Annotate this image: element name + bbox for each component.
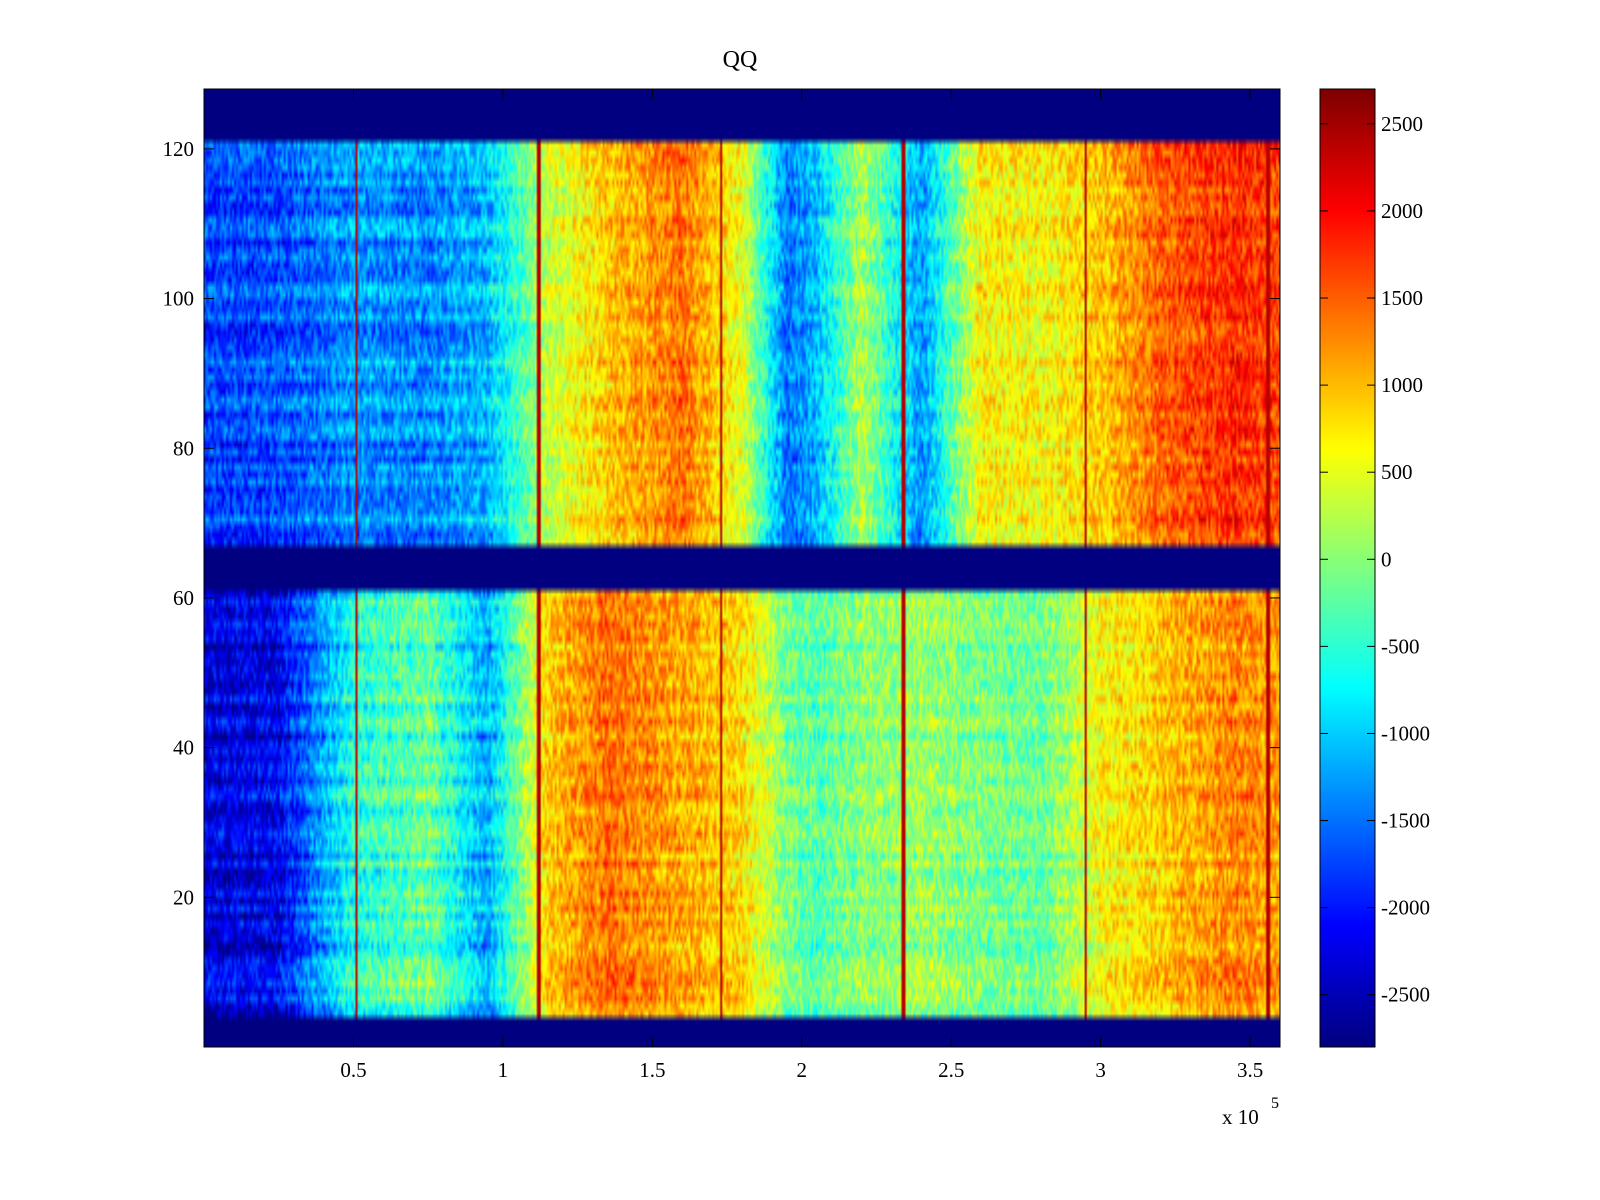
- x-tick-label: 2.5: [938, 1058, 964, 1082]
- x-multiplier-exponent: 5: [1271, 1095, 1279, 1112]
- colorbar-tick-label: 2500: [1381, 112, 1423, 136]
- y-tick-label: 80: [173, 436, 194, 460]
- y-axis-ticks: 20 40 60 80 100 120: [163, 137, 1280, 909]
- y-tick-label: 40: [173, 736, 194, 760]
- x-axis-ticks: 0.5 1 1.5 2 2.5 3 3.5: [340, 89, 1263, 1082]
- x-tick-label: 3: [1095, 1058, 1106, 1082]
- y-tick-label: 100: [163, 287, 195, 311]
- colorbar-tick-label: 1000: [1381, 373, 1423, 397]
- x-tick-label: 0.5: [340, 1058, 366, 1082]
- chart-title: QQ: [723, 47, 758, 73]
- colorbar-tick-label: -1000: [1381, 721, 1430, 745]
- colorbar-tick-label: -2500: [1381, 983, 1430, 1007]
- y-tick-label: 60: [173, 586, 194, 610]
- colorbar-tick-label: 0: [1381, 547, 1392, 571]
- heatmap-image: [204, 89, 1280, 1047]
- colorbar-tick-label: -1500: [1381, 809, 1430, 833]
- y-tick-label: 20: [173, 885, 194, 909]
- colorbar-gradient: [1320, 89, 1375, 1047]
- colorbar-frame: [1319, 88, 1376, 1048]
- x-tick-label: 3.5: [1237, 1058, 1263, 1082]
- colorbar-tick-label: -2000: [1381, 896, 1430, 920]
- colorbar-tick-label: 500: [1381, 460, 1413, 484]
- colorbar-tick-label: 1500: [1381, 286, 1423, 310]
- colorbar-ticks: 2500 2000 1500 1000 500 0 -500 -1000 -1500 -2000 -…: [1320, 112, 1430, 1007]
- x-tick-label: 1: [498, 1058, 509, 1082]
- heatmap-plot: 0.5 1 1.5 2 2.5 3 3.5 20 40 60 80 100 120 x 10 5: [163, 88, 1281, 1129]
- colorbar-tick-label: -500: [1381, 634, 1420, 658]
- colorbar-tick-label: 2000: [1381, 199, 1423, 223]
- x-tick-label: 1.5: [639, 1058, 665, 1082]
- x-tick-label: 2: [797, 1058, 808, 1082]
- y-tick-label: 120: [163, 137, 195, 161]
- colorbar: 2500 2000 1500 1000 500 0 -500 -1000 -1500 -2000 -…: [1319, 88, 1430, 1048]
- x-multiplier-base: x 10: [1222, 1105, 1259, 1129]
- plot-frame: [203, 88, 1281, 1048]
